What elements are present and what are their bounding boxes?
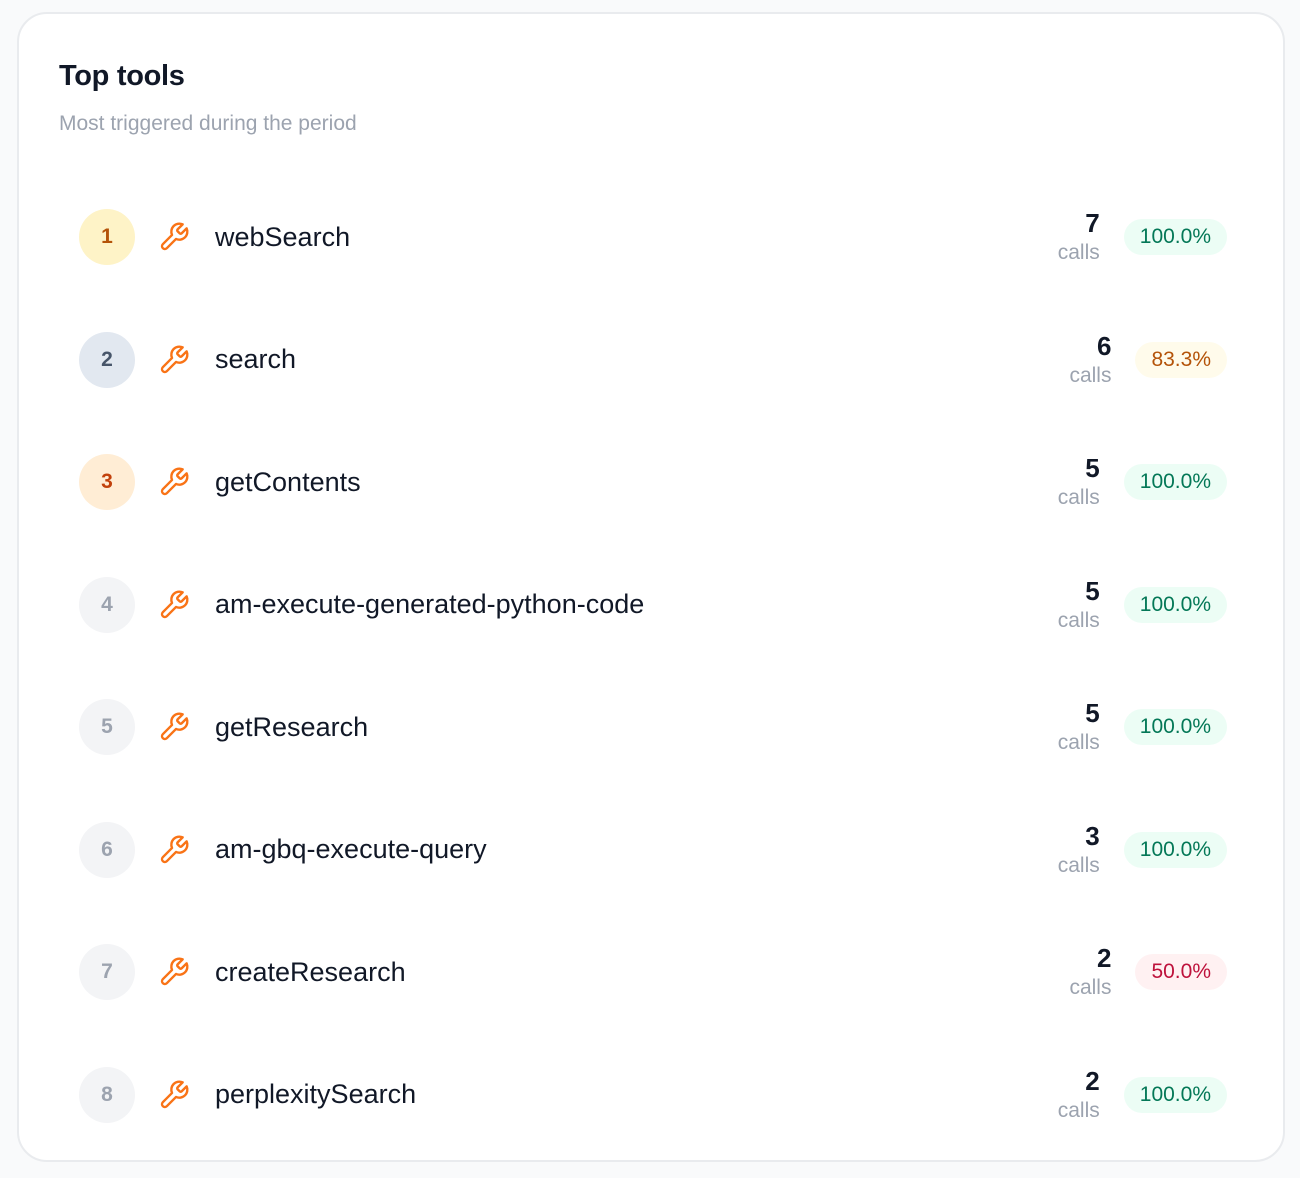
wrench-icon xyxy=(157,1078,191,1112)
tool-stats: 5 calls 100.0% xyxy=(1058,697,1227,757)
tool-name: createResearch xyxy=(215,956,406,987)
tool-stats: 2 calls 100.0% xyxy=(1058,1065,1227,1125)
tool-row[interactable]: 7 createResearch 2 calls 50.0% xyxy=(79,911,1227,1034)
calls-label: calls xyxy=(1057,853,1100,877)
calls-label: calls xyxy=(1057,608,1100,632)
tool-stats: 7 calls 100.0% xyxy=(1058,207,1227,267)
tool-name: perplexitySearch xyxy=(215,1079,417,1110)
wrench-icon xyxy=(157,343,191,377)
calls-label: calls xyxy=(1069,363,1112,387)
calls-block: 3 calls xyxy=(1058,820,1100,880)
calls-label: calls xyxy=(1057,241,1100,265)
tool-row[interactable]: 3 getContents 5 calls 100.0% xyxy=(79,421,1227,544)
rank-badge: 1 xyxy=(79,209,135,266)
calls-block: 5 calls xyxy=(1058,697,1100,757)
calls-count: 2 xyxy=(1085,1065,1100,1096)
tool-stats: 6 calls 83.3% xyxy=(1069,330,1227,390)
tool-stats: 3 calls 100.0% xyxy=(1058,820,1227,880)
calls-block: 2 calls xyxy=(1058,1065,1100,1125)
calls-label: calls xyxy=(1057,731,1100,755)
tool-stats: 2 calls 50.0% xyxy=(1069,942,1227,1002)
rank-badge: 4 xyxy=(79,576,135,633)
tool-name: getContents xyxy=(215,466,361,497)
tool-list: 1 webSearch 7 calls 100.0% 2 search 6 ca… xyxy=(79,176,1227,1156)
calls-block: 5 calls xyxy=(1058,452,1100,512)
wrench-icon xyxy=(157,588,191,622)
success-rate-badge: 100.0% xyxy=(1123,831,1227,868)
success-rate-badge: 100.0% xyxy=(1123,464,1227,501)
tool-row[interactable]: 6 am-gbq-execute-query 3 calls 100.0% xyxy=(79,789,1227,912)
rank-badge: 8 xyxy=(79,1066,135,1123)
calls-count: 3 xyxy=(1085,820,1100,851)
calls-label: calls xyxy=(1057,1098,1100,1122)
tool-name: getResearch xyxy=(215,711,369,742)
rank-badge: 5 xyxy=(79,699,135,756)
calls-count: 7 xyxy=(1085,208,1100,239)
tool-row[interactable]: 5 getResearch 5 calls 100.0% xyxy=(79,666,1227,789)
tool-name: am-gbq-execute-query xyxy=(215,834,487,865)
tool-name: webSearch xyxy=(215,221,351,252)
card-subtitle: Most triggered during the period xyxy=(59,112,357,135)
success-rate-badge: 83.3% xyxy=(1135,341,1227,378)
success-rate-badge: 100.0% xyxy=(1123,219,1227,256)
tool-name: search xyxy=(215,344,297,375)
calls-count: 6 xyxy=(1096,330,1112,361)
wrench-icon xyxy=(157,955,191,989)
calls-block: 5 calls xyxy=(1058,575,1100,635)
card-title: Top tools xyxy=(59,60,185,92)
tool-stats: 5 calls 100.0% xyxy=(1058,575,1227,635)
tool-row[interactable]: 1 webSearch 7 calls 100.0% xyxy=(79,176,1227,299)
calls-count: 5 xyxy=(1085,453,1100,484)
top-tools-card: Top tools Most triggered during the peri… xyxy=(17,12,1285,1162)
calls-block: 6 calls xyxy=(1069,330,1111,390)
calls-label: calls xyxy=(1069,976,1112,1000)
rank-badge: 7 xyxy=(79,944,135,1001)
tool-name: am-execute-generated-python-code xyxy=(215,589,645,620)
rank-badge: 6 xyxy=(79,821,135,878)
wrench-icon xyxy=(157,710,191,744)
tool-stats: 5 calls 100.0% xyxy=(1058,452,1227,512)
tool-row[interactable]: 2 search 6 calls 83.3% xyxy=(79,299,1227,422)
calls-block: 7 calls xyxy=(1058,207,1100,267)
calls-count: 5 xyxy=(1085,698,1100,729)
success-rate-badge: 100.0% xyxy=(1123,709,1227,746)
tool-row[interactable]: 4 am-execute-generated-python-code 5 cal… xyxy=(79,544,1227,667)
wrench-icon xyxy=(157,220,191,254)
calls-count: 2 xyxy=(1096,943,1112,974)
rank-badge: 3 xyxy=(79,454,135,511)
tool-row[interactable]: 8 perplexitySearch 2 calls 100.0% xyxy=(79,1034,1227,1157)
success-rate-badge: 50.0% xyxy=(1135,954,1227,991)
wrench-icon xyxy=(157,465,191,499)
calls-label: calls xyxy=(1057,486,1100,510)
rank-badge: 2 xyxy=(79,331,135,388)
success-rate-badge: 100.0% xyxy=(1123,586,1227,623)
success-rate-badge: 100.0% xyxy=(1123,1076,1227,1113)
wrench-icon xyxy=(157,833,191,867)
calls-block: 2 calls xyxy=(1069,942,1111,1002)
calls-count: 5 xyxy=(1085,575,1100,606)
